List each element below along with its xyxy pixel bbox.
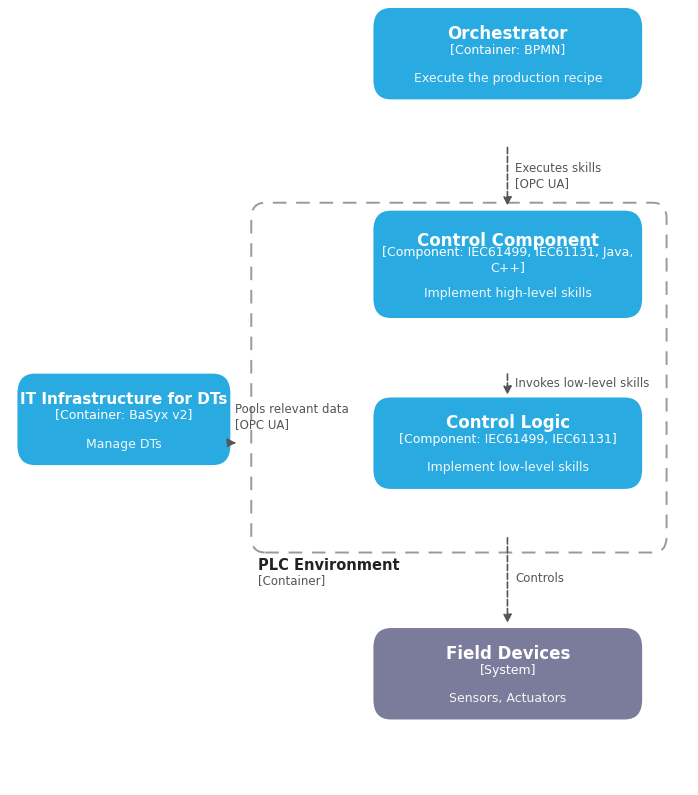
- Text: [Container]: [Container]: [258, 574, 325, 587]
- Text: Controls: Controls: [515, 572, 564, 585]
- FancyBboxPatch shape: [373, 211, 642, 318]
- Text: IT Infrastructure for DTs: IT Infrastructure for DTs: [20, 392, 228, 407]
- Text: [Component: IEC61499, IEC61131]: [Component: IEC61499, IEC61131]: [399, 433, 616, 446]
- Text: Invokes low-level skills: Invokes low-level skills: [515, 378, 650, 390]
- Text: Control Component: Control Component: [417, 231, 599, 250]
- Text: [System]: [System]: [480, 664, 536, 677]
- Text: [Component: IEC61499, IEC61131, Java,
C++]: [Component: IEC61499, IEC61131, Java, C+…: [382, 246, 634, 274]
- Text: Execute the production recipe: Execute the production recipe: [413, 72, 602, 85]
- Text: [Container: BaSyx v2]: [Container: BaSyx v2]: [55, 409, 193, 422]
- Text: Orchestrator: Orchestrator: [447, 25, 568, 43]
- FancyBboxPatch shape: [373, 398, 642, 489]
- Text: [Container: BPMN]: [Container: BPMN]: [450, 44, 565, 56]
- Text: Executes skills
[OPC UA]: Executes skills [OPC UA]: [515, 162, 602, 191]
- Text: Manage DTs: Manage DTs: [86, 437, 162, 451]
- Text: Sensors, Actuators: Sensors, Actuators: [450, 692, 566, 705]
- Text: Field Devices: Field Devices: [445, 645, 570, 663]
- Text: Pools relevant data
[OPC UA]: Pools relevant data [OPC UA]: [235, 403, 348, 431]
- Text: Implement high-level skills: Implement high-level skills: [424, 287, 592, 300]
- FancyBboxPatch shape: [373, 8, 642, 99]
- FancyBboxPatch shape: [373, 628, 642, 719]
- FancyBboxPatch shape: [17, 374, 230, 465]
- Text: PLC Environment: PLC Environment: [258, 558, 400, 573]
- Text: Implement low-level skills: Implement low-level skills: [426, 461, 589, 475]
- Text: Control Logic: Control Logic: [446, 414, 570, 432]
